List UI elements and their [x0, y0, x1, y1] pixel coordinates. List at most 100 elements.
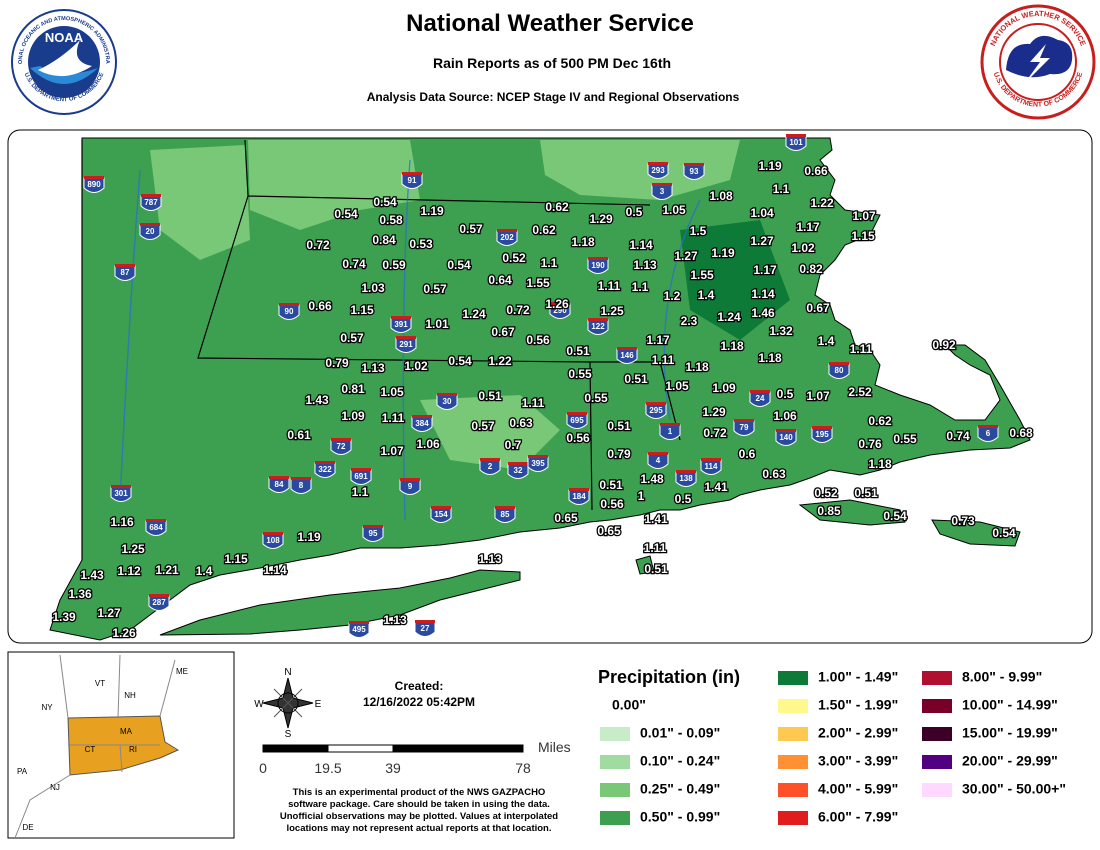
- rain-report: 0.79: [325, 356, 349, 370]
- rain-report: 1.07: [380, 444, 404, 458]
- highway-number: 9: [408, 482, 413, 491]
- highway-number: 322: [318, 465, 332, 474]
- highway-number: 27: [421, 624, 430, 633]
- rain-report: 1.5: [690, 224, 707, 238]
- rain-report: 0.79: [607, 447, 631, 461]
- rain-report: 1.18: [868, 457, 892, 471]
- land: [49, 137, 1031, 641]
- highway-number: 87: [121, 268, 130, 277]
- highway-shield-top: [588, 318, 608, 321]
- rain-report: 1.19: [297, 530, 321, 544]
- legend-label: 2.00" - 2.99": [818, 725, 898, 741]
- rain-report: 0.57: [471, 419, 495, 433]
- highway-shield: [268, 477, 290, 493]
- rain-report: 1.09: [712, 381, 736, 395]
- rain-report: 0.72: [506, 303, 530, 317]
- light-area: [540, 140, 740, 200]
- compass-e: E: [315, 699, 322, 710]
- highway-shield-top: [648, 452, 668, 455]
- highway-number: 101: [789, 138, 803, 147]
- legend-label: 0.10" - 0.24": [640, 753, 720, 769]
- scale-tick-label: 39: [385, 760, 401, 776]
- rain-report: 0.51: [599, 478, 623, 492]
- highway-shield-top: [495, 506, 515, 509]
- state-label: NJ: [50, 783, 60, 792]
- highway-shield: [399, 479, 421, 495]
- rain-report: 1.07: [806, 389, 830, 403]
- highway-shield: [775, 430, 797, 446]
- legend-swatch: [600, 783, 630, 797]
- scale-unit: Miles: [538, 739, 571, 755]
- highway-shield: [290, 478, 312, 494]
- rain-report: 1.43: [305, 393, 329, 407]
- highway-number: 691: [354, 472, 368, 481]
- legend-swatch: [778, 755, 808, 769]
- data-source: Analysis Data Source: NCEP Stage IV and …: [367, 90, 740, 104]
- highway-shield: [278, 304, 300, 320]
- highway-shield: [507, 463, 529, 479]
- rain-report: 1.15: [224, 552, 248, 566]
- rain-report: 1.26: [545, 297, 569, 311]
- highway-shield-top: [676, 470, 696, 473]
- rain-report: 0.5: [626, 205, 643, 219]
- compass: N E S W: [254, 667, 321, 740]
- highway-shield-top: [146, 519, 166, 522]
- disclaimer-line: This is an experimental product of the N…: [293, 787, 546, 798]
- highway-shield: [436, 394, 458, 410]
- rain-report: 0.55: [893, 432, 917, 446]
- rain-report: 0.62: [545, 200, 569, 214]
- highway-shield-top: [588, 257, 608, 260]
- rain-report: 0.57: [423, 282, 447, 296]
- legend-swatch: [600, 727, 630, 741]
- rain-report: 0.84: [372, 233, 396, 247]
- highway-shield: [330, 439, 352, 455]
- highway-shield-top: [776, 429, 796, 432]
- highway-number: 79: [740, 423, 749, 432]
- rain-report: 1.01: [425, 317, 449, 331]
- highway-shield: [114, 265, 136, 281]
- rain-report: 1.09: [341, 409, 365, 423]
- highway-shield-top: [391, 316, 411, 319]
- state-label: NY: [41, 703, 53, 712]
- scale-tick-label: 19.5: [314, 760, 341, 776]
- rain-report: 1.46: [751, 306, 775, 320]
- rain-report: 1.27: [674, 249, 698, 263]
- highway-number: 90: [285, 307, 294, 316]
- light-area: [150, 145, 250, 260]
- legend-swatch: [922, 755, 952, 769]
- rain-report: 0.66: [804, 164, 828, 178]
- rain-report: 1.39: [52, 610, 76, 624]
- highway-shield: [350, 469, 372, 485]
- highway-shield-top: [415, 620, 435, 623]
- nws-logo: NATIONAL WEATHER SERVICE U.S. DEPARTMENT…: [980, 4, 1096, 120]
- legend-label: 10.00" - 14.99": [962, 697, 1058, 713]
- highway-shield-top: [829, 362, 849, 365]
- rain-report: 0.92: [932, 338, 956, 352]
- highway-shield-top: [437, 393, 457, 396]
- rain-report: 1.19: [711, 246, 735, 260]
- highway-shield-top: [617, 347, 637, 350]
- state-borders: [81, 139, 681, 560]
- legend-swatch: [600, 811, 630, 825]
- rain-report: 0.51: [566, 344, 590, 358]
- rain-report: 1.2: [664, 289, 681, 303]
- highway-number: 122: [591, 322, 605, 331]
- highway-number: 293: [651, 166, 665, 175]
- highway-shield-top: [412, 415, 432, 418]
- highway-shield: [683, 164, 705, 180]
- highway-shield: [430, 507, 452, 523]
- disclaimer-line: Unofficial observations may be plotted. …: [280, 811, 558, 822]
- rain-report: 1.13: [478, 552, 502, 566]
- highway-shield-top: [111, 485, 131, 488]
- highway-number: 72: [337, 442, 346, 451]
- rain-report: 1.24: [462, 307, 486, 321]
- rain-report: 0.56: [600, 497, 624, 511]
- rain-report: 1.24: [717, 310, 741, 324]
- rain-report: 1.11: [850, 342, 873, 356]
- rain-report: 0.65: [554, 511, 578, 525]
- legend-label: 3.00" - 3.99": [818, 753, 898, 769]
- rain-report: 0.62: [868, 414, 892, 428]
- rain-report: 1.14: [263, 563, 287, 577]
- highway-shield: [314, 462, 336, 478]
